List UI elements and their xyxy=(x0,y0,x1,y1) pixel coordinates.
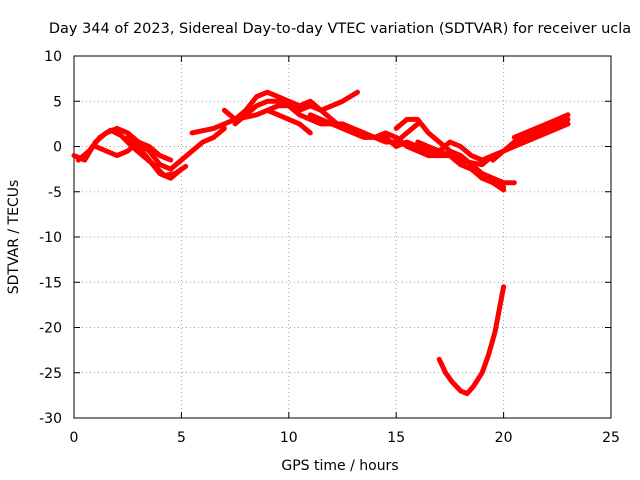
series-line-arc-8 xyxy=(264,107,313,136)
series-line-arc-6 xyxy=(221,89,345,131)
x-tick-label: 0 xyxy=(70,430,79,446)
series-line-arc-4 xyxy=(125,134,184,181)
series-line-arc-15 xyxy=(501,121,571,154)
x-tick-label: 25 xyxy=(602,430,620,446)
y-tick-label: -10 xyxy=(39,230,62,246)
grid-lines xyxy=(74,56,611,418)
y-tick-label: 10 xyxy=(44,49,62,65)
series-line-arc-13 xyxy=(447,153,517,186)
y-tick-label: -15 xyxy=(39,275,62,291)
x-tick-label: 5 xyxy=(177,430,186,446)
x-tick-label: 15 xyxy=(387,430,405,446)
series-line-arc-3 xyxy=(93,139,174,163)
y-tick-label: -20 xyxy=(39,321,62,337)
x-axis-label: GPS time / hours xyxy=(281,458,398,474)
y-axis-label: SDTVAR / TECUs xyxy=(6,180,22,295)
y-tick-label: -30 xyxy=(39,411,62,427)
series-line-arc-12 xyxy=(415,139,507,168)
y-tick-label: -5 xyxy=(48,185,62,201)
y-tick-label: 5 xyxy=(53,94,62,110)
series-line-arc-16 xyxy=(511,112,571,140)
series-line-arc-10 xyxy=(372,130,507,190)
axis-ticks: 0 5 10 15 20 25 -30 -25 -20 -15 -10 -5 0 5 10 xyxy=(39,49,620,446)
y-tick-label: -25 xyxy=(39,366,62,382)
x-tick-label: 10 xyxy=(280,430,298,446)
y-tick-label: 0 xyxy=(53,140,62,156)
series-line-arc-17 xyxy=(436,284,507,397)
data-series xyxy=(71,89,571,397)
x-tick-label: 20 xyxy=(495,430,513,446)
chart-title: Day 344 of 2023, Sidereal Day-to-day VTE… xyxy=(49,21,631,37)
